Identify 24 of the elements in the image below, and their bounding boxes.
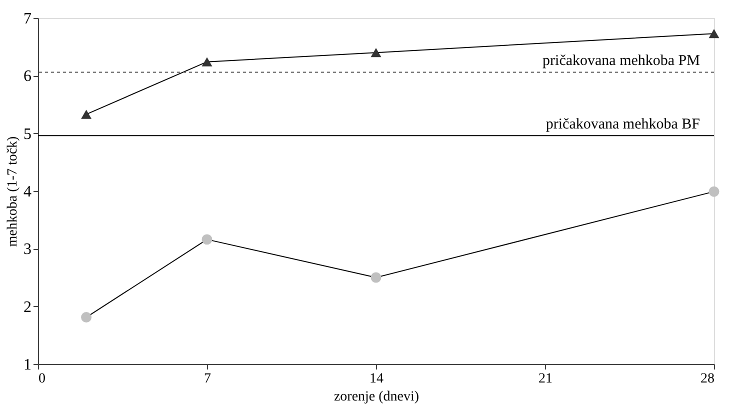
x-axis-title: zorenje (dnevi) [334,390,420,404]
point [81,110,92,119]
ref-line-label: pričakovana mehkoba PM [542,53,700,70]
y-tick-label: 1 [24,356,32,374]
point [202,57,212,66]
point [708,29,720,38]
y-tick-label: 3 [24,241,32,258]
y-tick-label: 5 [24,126,32,143]
x-tick-label: 28 [700,372,714,386]
y-tick-label: 2 [24,298,32,316]
point [202,234,212,245]
x-tick-label: 7 [204,372,211,386]
point [370,272,382,283]
point [708,186,720,197]
y-tick-label: 4 [24,184,32,200]
point [370,48,382,58]
y-tick-label: 7 [24,10,32,28]
x-tick-label: 21 [538,372,552,386]
ref-line-label: pričakovana mehkoba BF [546,116,700,133]
point [81,312,92,323]
y-axis-title: mehkoba (1-7 točk) [6,136,20,247]
x-tick-label: 14 [370,372,384,386]
x-tick-label: 0 [38,372,46,386]
y-tick-label: 6 [24,68,32,86]
